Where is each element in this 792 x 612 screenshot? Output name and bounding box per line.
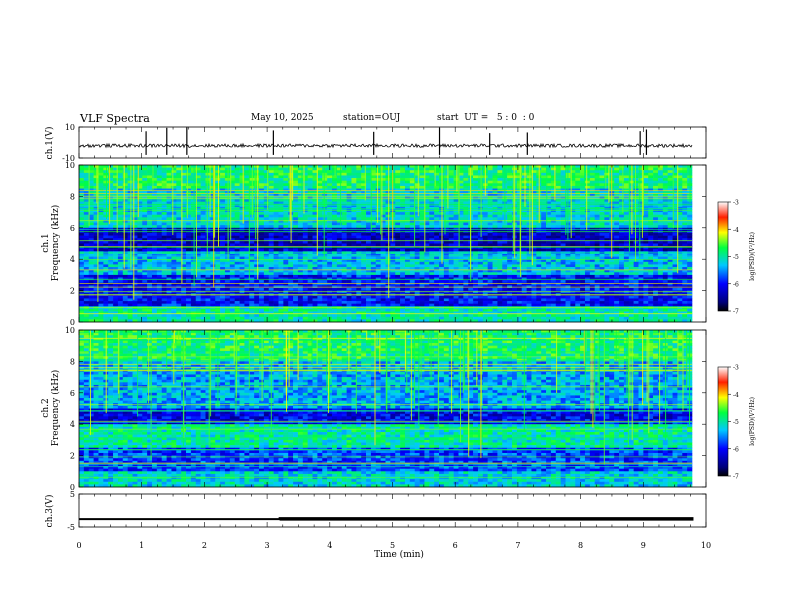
y-tick-label-3-1: 2 — [70, 452, 75, 461]
y-tick-label-2-2: 4 — [70, 255, 75, 264]
colorbar-1 — [717, 201, 729, 312]
x-tick-label-10: 10 — [701, 541, 711, 550]
x-axis-label: Time (min) — [374, 549, 424, 560]
x-tick-label-3: 3 — [265, 541, 270, 550]
colorbar-tick-2-4: -7 — [733, 474, 739, 481]
colorbar-tick-2-2: -5 — [733, 419, 739, 426]
start-time-label: start UT = 5 : 0 : 0 — [437, 113, 535, 123]
colorbar-tick-2-3: -6 — [733, 446, 739, 453]
y-tick-label-2-4: 8 — [70, 192, 75, 201]
y-tick-label-3-0: 0 — [70, 483, 75, 492]
x-tick-label-6: 6 — [453, 541, 458, 550]
x-tick-label-5: 5 — [390, 541, 395, 550]
y-tick-label-2-1: 2 — [70, 287, 75, 296]
ylabel-ch2-frequency-1: Frequency (kHz) — [50, 370, 61, 447]
ylabel-ch1-voltage: ch.1(V) — [44, 127, 55, 160]
colorbar-tick-1-2: -5 — [733, 254, 739, 261]
x-tick-label-7: 7 — [515, 541, 520, 550]
x-tick-label-9: 9 — [641, 541, 646, 550]
x-tick-label-0: 0 — [76, 541, 81, 550]
x-tick-label-8: 8 — [578, 541, 583, 550]
y-tick-label-2-5: 10 — [65, 161, 75, 170]
ylabel-ch1-frequency-0: ch.1 — [41, 233, 51, 252]
colorbar-tick-2-0: -3 — [733, 365, 739, 372]
x-tick-label-4: 4 — [327, 541, 332, 550]
y-tick-label-3-3: 6 — [70, 389, 75, 398]
spectrogram-ch2 — [79, 329, 693, 488]
y-tick-label-1-0: 10 — [65, 123, 75, 132]
y-tick-label-1-1: -10 — [62, 154, 75, 163]
y-tick-label-4-1: -5 — [67, 523, 75, 532]
date-label: May 10, 2025 — [251, 113, 314, 123]
colorbar-tick-1-1: -4 — [733, 227, 739, 234]
colorbar-label-1: log(PSD)(V²/Hz) — [749, 232, 756, 281]
colorbar-tick-1-0: -3 — [733, 200, 739, 207]
ch1-voltage-trace — [78, 142, 693, 149]
x-tick-label-1: 1 — [139, 541, 144, 550]
y-tick-label-4-0: 5 — [70, 490, 75, 499]
y-tick-label-3-5: 10 — [65, 326, 75, 335]
colorbar-tick-1-3: -6 — [733, 281, 739, 288]
ylabel-ch2-frequency-0: ch.2 — [41, 398, 51, 417]
y-tick-label-3-2: 4 — [70, 420, 75, 429]
station-label: station=OUJ — [343, 113, 401, 123]
y-tick-label-3-4: 8 — [70, 357, 75, 366]
spectrogram-ch1 — [79, 165, 693, 323]
colorbar-2 — [717, 366, 729, 477]
colorbar-tick-2-1: -4 — [733, 392, 739, 399]
y-tick-label-2-3: 6 — [70, 224, 75, 233]
y-tick-label-2-0: 0 — [70, 318, 75, 327]
ylabel-ch3-voltage: ch.3(V) — [44, 495, 55, 528]
ylabel-ch1-frequency-1: Frequency (kHz) — [50, 205, 61, 282]
chart-title: VLF Spectra — [80, 112, 150, 125]
colorbar-tick-1-4: -7 — [733, 309, 739, 316]
x-tick-label-2: 2 — [202, 541, 207, 550]
colorbar-label-2: log(PSD)(V²/Hz) — [749, 397, 756, 446]
